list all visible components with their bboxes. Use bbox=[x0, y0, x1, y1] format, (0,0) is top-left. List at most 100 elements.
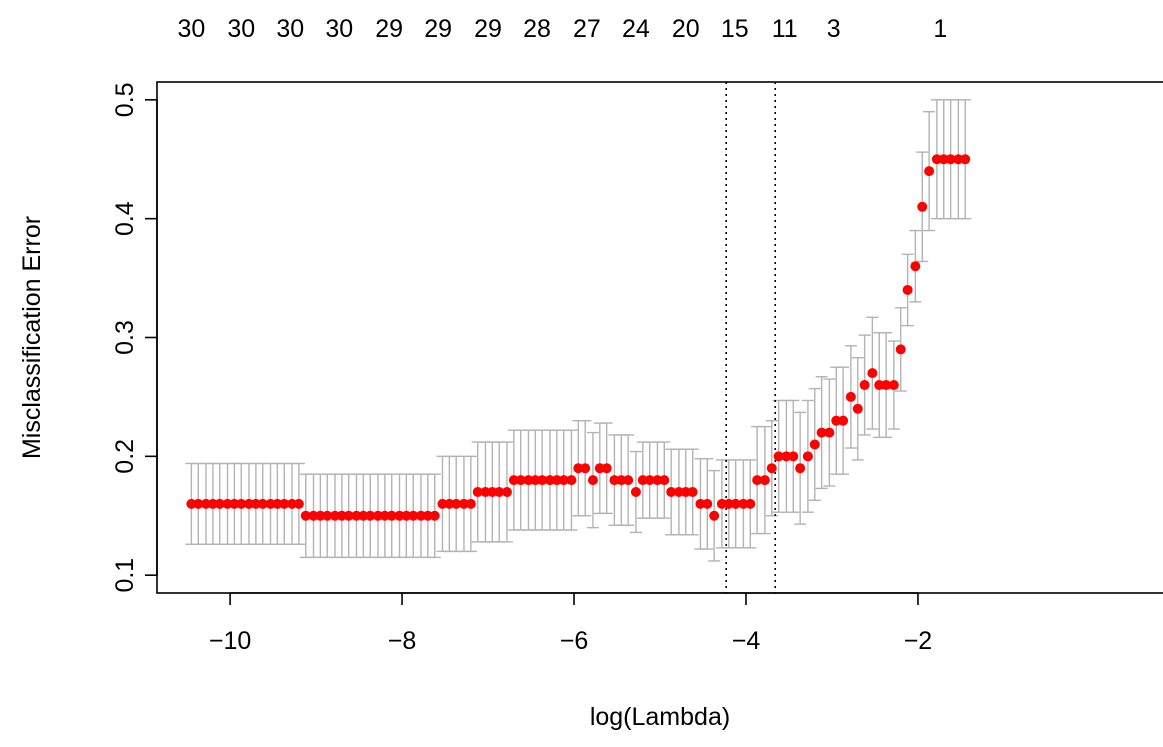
data-point bbox=[580, 463, 591, 474]
data-point bbox=[809, 439, 820, 450]
x-axis: −10 −8 −6 −4 −2 bbox=[209, 592, 933, 655]
data-point bbox=[709, 510, 720, 521]
top-axis-label: 3 bbox=[827, 15, 841, 43]
data-point bbox=[480, 486, 491, 497]
data-point bbox=[874, 380, 885, 391]
data-point bbox=[609, 475, 620, 486]
data-point bbox=[931, 154, 942, 165]
data-point bbox=[587, 475, 598, 486]
data-point bbox=[537, 475, 548, 486]
data-point bbox=[752, 475, 763, 486]
data-point bbox=[924, 166, 935, 177]
top-axis-label: 24 bbox=[622, 15, 650, 43]
y-tick-label: 0.3 bbox=[111, 320, 139, 355]
data-point bbox=[222, 498, 233, 509]
data-point bbox=[329, 510, 340, 521]
top-axis-label: 15 bbox=[721, 15, 749, 43]
top-axis-label: 20 bbox=[672, 15, 700, 43]
data-point bbox=[867, 368, 878, 379]
error-bars bbox=[185, 99, 972, 562]
data-point bbox=[601, 463, 612, 474]
data-point bbox=[530, 475, 541, 486]
data-point bbox=[487, 486, 498, 497]
top-axis-label: 30 bbox=[325, 15, 353, 43]
data-point bbox=[953, 154, 964, 165]
data-point bbox=[738, 498, 749, 509]
x-tick-label: −6 bbox=[560, 627, 589, 655]
data-point bbox=[888, 380, 899, 391]
top-axis-label: 29 bbox=[424, 15, 452, 43]
data-point bbox=[429, 510, 440, 521]
data-point bbox=[523, 475, 534, 486]
data-point bbox=[293, 498, 304, 509]
y-tick-label: 0.2 bbox=[111, 439, 139, 474]
data-point bbox=[379, 510, 390, 521]
data-point bbox=[838, 415, 849, 426]
data-point bbox=[250, 498, 261, 509]
data-point bbox=[501, 486, 512, 497]
data-point bbox=[831, 415, 842, 426]
data-point bbox=[322, 510, 333, 521]
top-axis-label: 11 bbox=[772, 15, 798, 43]
x-axis-label: log(Lambda) bbox=[590, 703, 730, 731]
data-point bbox=[637, 475, 648, 486]
data-point bbox=[401, 510, 412, 521]
data-point bbox=[659, 475, 670, 486]
data-point bbox=[265, 498, 276, 509]
data-point bbox=[802, 451, 813, 462]
y-tick-label: 0.4 bbox=[111, 201, 139, 236]
data-point bbox=[551, 475, 562, 486]
data-point bbox=[494, 486, 505, 497]
data-point bbox=[465, 498, 476, 509]
data-point bbox=[630, 486, 641, 497]
data-point bbox=[795, 463, 806, 474]
data-point bbox=[566, 475, 577, 486]
y-tick-label: 0.1 bbox=[111, 558, 139, 593]
top-axis-label: 1 bbox=[933, 15, 947, 43]
data-point bbox=[451, 498, 462, 509]
data-point bbox=[351, 510, 362, 521]
data-point bbox=[207, 498, 218, 509]
y-axis-label: Misclassification Error bbox=[18, 216, 46, 459]
data-point bbox=[544, 475, 555, 486]
data-point bbox=[315, 510, 326, 521]
data-point bbox=[723, 498, 734, 509]
data-point bbox=[394, 510, 405, 521]
data-point bbox=[773, 451, 784, 462]
data-point bbox=[902, 284, 913, 295]
data-point bbox=[573, 463, 584, 474]
data-point bbox=[766, 463, 777, 474]
top-axis-label: 28 bbox=[523, 15, 551, 43]
data-point bbox=[422, 510, 433, 521]
data-point bbox=[666, 486, 677, 497]
data-point bbox=[917, 201, 928, 212]
data-point bbox=[358, 510, 369, 521]
top-axis-label: 30 bbox=[276, 15, 304, 43]
top-axis-nonzero-counts: 30 30 30 30 29 29 29 28 27 24 20 15 11 3 1 bbox=[177, 15, 947, 43]
data-point bbox=[716, 498, 727, 509]
data-point bbox=[938, 154, 949, 165]
data-point bbox=[508, 475, 519, 486]
data-point bbox=[365, 510, 376, 521]
data-point bbox=[229, 498, 240, 509]
data-point bbox=[702, 498, 713, 509]
data-point bbox=[910, 261, 921, 272]
data-point bbox=[472, 486, 483, 497]
top-axis-label: 29 bbox=[375, 15, 403, 43]
data-point bbox=[859, 380, 870, 391]
data-point bbox=[824, 427, 835, 438]
data-point bbox=[257, 498, 268, 509]
data-point bbox=[386, 510, 397, 521]
data-point bbox=[623, 475, 634, 486]
data-point bbox=[193, 498, 204, 509]
x-tick-label: −2 bbox=[904, 627, 933, 655]
top-axis-label: 29 bbox=[474, 15, 502, 43]
data-point bbox=[236, 498, 247, 509]
data-point bbox=[458, 498, 469, 509]
data-point bbox=[852, 403, 863, 414]
data-point bbox=[616, 475, 627, 486]
data-point bbox=[895, 344, 906, 355]
data-point bbox=[214, 498, 225, 509]
data-point bbox=[300, 510, 311, 521]
data-point bbox=[680, 486, 691, 497]
